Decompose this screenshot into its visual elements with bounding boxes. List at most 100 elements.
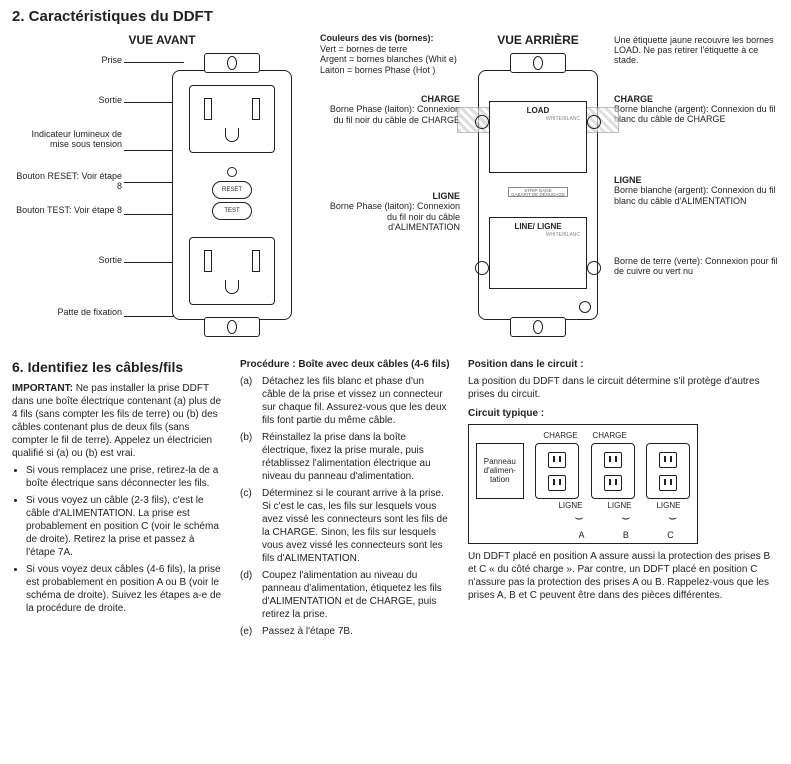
cd-letter-a: A	[579, 530, 585, 542]
callout-ligne-left: LIGNE Borne Phase (laiton): Connexion du…	[320, 191, 460, 232]
terminal-line-white-icon	[587, 261, 601, 275]
callout-ligne-left-h: LIGNE	[320, 191, 460, 201]
load-label: LOAD	[527, 106, 550, 116]
callout-charge-right-h: CHARGE	[614, 94, 779, 104]
screw-silver: Argent = bornes blanches (Whit e)	[320, 54, 460, 65]
callout-ligne-right: LIGNE Borne blanche (argent): Connexion …	[614, 175, 779, 206]
line-section: LINE/ LIGNE WHITE/BLANC	[489, 217, 587, 289]
circuit-diagram: CHARGE CHARGE Panneau d'alimen-tation	[468, 424, 698, 544]
load-sublabel: WHITE/BLANC	[546, 116, 580, 122]
callout-tape-t: Une étiquette jaune recouvre les bornes …	[614, 35, 774, 66]
outlet-plate-back: LOAD WHITE/BLANC STRIP GAGE GABARIT DE D…	[478, 70, 598, 320]
screw-hole-icon	[533, 320, 543, 334]
screw-green: Vert = bornes de terre	[320, 44, 460, 55]
ground-hole-icon	[225, 128, 239, 142]
proc-c-t: Déterminez si le courant arrive à la pri…	[262, 487, 450, 565]
callout-tape: Une étiquette jaune recouvre les bornes …	[614, 35, 779, 66]
terminal-load-white-icon	[587, 115, 601, 129]
strip-gage: STRIP GAGE GABARIT DE DÉNUDAGE	[508, 187, 568, 197]
front-labels: Prise Sortie Indicateur lumineux de mise…	[12, 50, 122, 340]
circuit-footnote: Un DDFT placé en position A assure aussi…	[468, 550, 779, 602]
important-label: IMPORTANT:	[12, 383, 73, 394]
callout-charge-left: CHARGE Borne Phase (laiton): Connexion d…	[320, 94, 460, 125]
ground-screw-icon	[579, 301, 591, 313]
section-2-figures: VUE AVANT Prise Sortie Indicateur lumine…	[12, 33, 779, 340]
front-view-title: VUE AVANT	[12, 33, 312, 48]
label-reset: Bouton RESET: Voir étape 8	[12, 172, 122, 192]
proc-d: (d)Coupez l'alimentation au niveau du pa…	[240, 569, 450, 621]
mid-column: Couleurs des vis (bornes): Vert = bornes…	[320, 33, 460, 340]
cd-outlet-c	[646, 443, 690, 499]
receptacle-mini-icon	[604, 452, 622, 468]
cd-outlet-b	[591, 443, 635, 499]
section-2: 2. Caractéristiques du DDFT VUE AVANT Pr…	[12, 8, 779, 340]
procedure-heading: Procédure : Boîte avec deux câbles (4-6 …	[240, 358, 450, 371]
back-view-title: VUE ARRIÈRE	[468, 33, 608, 48]
front-outlet-drawing: RESET TEST	[172, 70, 292, 320]
arc-icon: ⌣	[621, 514, 630, 520]
callout-ligne-right-h: LIGNE	[614, 175, 779, 185]
label-prise: Prise	[101, 56, 122, 66]
line-sublabel: WHITE/BLANC	[546, 232, 580, 238]
proc-b: (b)Réinstallez la prise dans la boîte él…	[240, 431, 450, 483]
proc-a-t: Détachez les fils blanc et phase d'un câ…	[262, 375, 450, 427]
receptacle-mini-icon	[659, 475, 677, 491]
identify-bullets: Si vous remplacez une prise, retirez-la …	[12, 464, 222, 615]
cd-charge-2: CHARGE	[592, 431, 626, 441]
section-2-title: 2. Caractéristiques du DDFT	[12, 8, 779, 27]
cd-charge-1: CHARGE	[543, 431, 577, 441]
proc-c: (c)Déterminez si le courant arrive à la …	[240, 487, 450, 565]
label-patte: Patte de fixation	[12, 308, 122, 318]
label-sortie-top: Sortie	[98, 96, 122, 106]
label-test: Bouton TEST: Voir étape 8	[12, 206, 122, 216]
outlet-plate-front: RESET TEST	[172, 70, 292, 320]
mount-tab-top	[510, 53, 566, 73]
proc-e-t: Passez à l'étape 7B.	[262, 625, 353, 638]
bullet-2: Si vous voyez un câble (2-3 fils), c'est…	[26, 494, 222, 559]
proc-b-t: Réinstallez la prise dans la boîte élect…	[262, 431, 450, 483]
cd-top-labels: CHARGE CHARGE	[473, 431, 693, 441]
reset-button-icon: RESET	[212, 181, 252, 199]
strip-gage-l2: GABARIT DE DÉNUDAGE	[509, 193, 567, 197]
center-controls: RESET TEST	[197, 167, 267, 223]
bullet-3: Si vous voyez deux câbles (4-6 fils), la…	[26, 563, 222, 615]
label-indicator: Indicateur lumineux de mise sous tension	[12, 130, 122, 150]
cd-outlet-a	[535, 443, 579, 499]
mid-callouts: CHARGE Borne Phase (laiton): Connexion d…	[320, 94, 460, 232]
cd-letter-c: C	[667, 530, 674, 542]
callout-ground: Borne de terre (verte): Connexion pour f…	[614, 256, 779, 277]
position-heading: Position dans le circuit :	[468, 358, 779, 371]
proc-d-t: Coupez l'alimentation au niveau du panne…	[262, 569, 450, 621]
arc-icon: ⌣	[668, 514, 677, 520]
lead-line	[124, 62, 184, 63]
load-section: LOAD WHITE/BLANC	[489, 101, 587, 173]
receptacle-mini-icon	[659, 452, 677, 468]
screw-brass: Laiton = bornes Phase (Hot )	[320, 65, 460, 76]
screw-colors-heading: Couleurs des vis (bornes):	[320, 33, 460, 44]
cd-panel: Panneau d'alimen-tation	[476, 443, 524, 499]
section-6-title: 6. Identifiez les câbles/fils	[12, 358, 222, 376]
mount-tab-bottom	[510, 317, 566, 337]
important-text: Ne pas installer la prise DDFT dans une …	[12, 383, 221, 459]
cd-arcs: ⌣ ⌣ ⌣	[473, 514, 693, 520]
callout-ligne-left-t: Borne Phase (laiton): Connexion du fil n…	[330, 201, 460, 232]
slot-icon	[204, 250, 212, 272]
receptacle-mini-icon	[548, 452, 566, 468]
receptacle-top	[189, 85, 275, 153]
bullet-1: Si vous remplacez une prise, retirez-la …	[26, 464, 222, 490]
line-label: LINE/ LIGNE	[514, 222, 561, 232]
col-procedure: Procédure : Boîte avec deux câbles (4-6 …	[240, 358, 450, 642]
screw-hole-icon	[227, 56, 237, 70]
callout-charge-left-t: Borne Phase (laiton): Connexion du fil n…	[330, 104, 460, 124]
front-view-block: VUE AVANT Prise Sortie Indicateur lumine…	[12, 33, 312, 340]
cd-letter-b: B	[623, 530, 629, 542]
terminal-line-hot-icon	[475, 261, 489, 275]
section-6: 6. Identifiez les câbles/fils IMPORTANT:…	[12, 358, 779, 642]
receptacle-mini-icon	[604, 475, 622, 491]
col-identify: 6. Identifiez les câbles/fils IMPORTANT:…	[12, 358, 222, 642]
arc-icon: ⌣	[574, 514, 583, 520]
back-view-block: VUE ARRIÈRE LOAD WHITE/BLANC STRIP GAGE …	[468, 33, 608, 340]
screw-colors: Couleurs des vis (bornes): Vert = bornes…	[320, 33, 460, 76]
ground-hole-icon	[225, 280, 239, 294]
callout-charge-left-h: CHARGE	[320, 94, 460, 104]
